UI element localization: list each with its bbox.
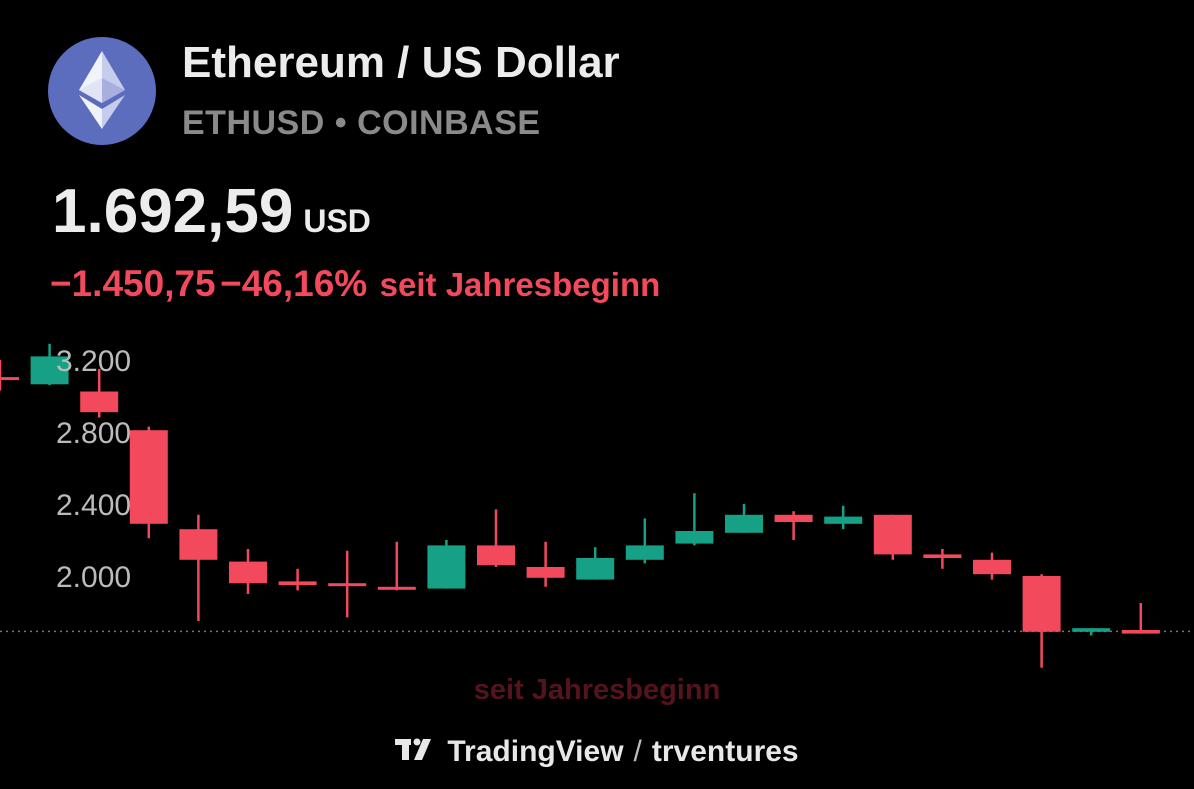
candle-body <box>1072 628 1111 632</box>
change-period: seit Jahresbeginn <box>379 266 661 303</box>
candle-19[interactable] <box>873 514 912 560</box>
candle-body <box>179 529 218 560</box>
y-tick-label: 2.000 <box>56 561 131 594</box>
candle-body <box>625 545 664 560</box>
candle-21[interactable] <box>973 552 1011 580</box>
candle-body <box>923 554 962 558</box>
candle-body <box>278 581 317 585</box>
change-absolute: −1.450,75 <box>50 263 216 304</box>
brand-name: TradingView <box>447 735 624 768</box>
candle-body <box>873 514 912 555</box>
candle-10[interactable] <box>427 540 466 589</box>
ethereum-icon <box>79 51 125 129</box>
candle-3[interactable] <box>80 369 119 418</box>
price-currency: USD <box>303 203 371 239</box>
ethereum-logo <box>48 37 156 145</box>
candle-body <box>377 586 416 590</box>
candle-body <box>80 391 119 413</box>
candle-body <box>477 545 515 566</box>
tradingview-logo-icon <box>395 736 441 770</box>
candle-13[interactable] <box>576 547 615 580</box>
candle-8[interactable] <box>328 550 367 618</box>
symbol-exchange: ETHUSD • COINBASE <box>182 104 541 142</box>
price-block: 1.692,59 USD <box>52 176 371 247</box>
candle-5[interactable] <box>179 514 218 621</box>
candle-body <box>427 545 466 589</box>
candle-body <box>824 516 863 524</box>
candle-16[interactable] <box>725 504 763 533</box>
candle-7[interactable] <box>278 568 317 591</box>
candle-22[interactable] <box>1022 574 1061 668</box>
candle-body <box>973 559 1011 575</box>
pair-title: Ethereum / US Dollar <box>182 38 620 87</box>
candle-1[interactable] <box>0 360 19 391</box>
candlestick-chart[interactable]: 3.200 2.800 2.400 2.000 <box>0 320 1194 680</box>
candle-body <box>0 377 19 381</box>
candle-body <box>774 514 813 522</box>
candle-body <box>576 558 615 580</box>
candle-body <box>328 583 367 587</box>
candle-body <box>1121 630 1160 634</box>
candle-2[interactable] <box>30 343 69 386</box>
candle-18[interactable] <box>824 505 863 530</box>
candle-body <box>1022 576 1061 632</box>
candle-body <box>129 430 168 524</box>
candle-body <box>30 356 69 385</box>
change-percent: −46,16% <box>220 263 368 304</box>
candle-9[interactable] <box>377 541 416 591</box>
candle-body <box>526 567 565 578</box>
candle-6[interactable] <box>229 549 267 594</box>
change-block: −1.450,75 −46,16% seit Jahresbeginn <box>50 263 660 305</box>
brand-separator: / <box>633 735 642 768</box>
current-price: 1.692,59 <box>52 177 294 246</box>
candle-20[interactable] <box>923 549 962 569</box>
y-tick-label: 3.200 <box>56 345 131 378</box>
candle-17[interactable] <box>774 511 813 540</box>
candle-body <box>725 514 763 533</box>
candle-body <box>675 531 714 544</box>
candle-body <box>229 561 267 584</box>
candle-14[interactable] <box>625 518 664 564</box>
candle-11[interactable] <box>477 509 515 567</box>
y-tick-label: 2.400 <box>56 489 131 522</box>
range-label[interactable]: seit Jahresbeginn <box>473 674 721 706</box>
candle-15[interactable] <box>675 493 714 546</box>
footer-attribution: TradingView / trventures <box>0 735 1194 770</box>
candle-4[interactable] <box>129 426 168 539</box>
candle-24[interactable] <box>1121 603 1160 634</box>
candle-12[interactable] <box>526 541 565 587</box>
y-tick-label: 2.800 <box>56 417 131 450</box>
candle-23[interactable] <box>1072 628 1111 636</box>
author-name: trventures <box>651 735 799 768</box>
